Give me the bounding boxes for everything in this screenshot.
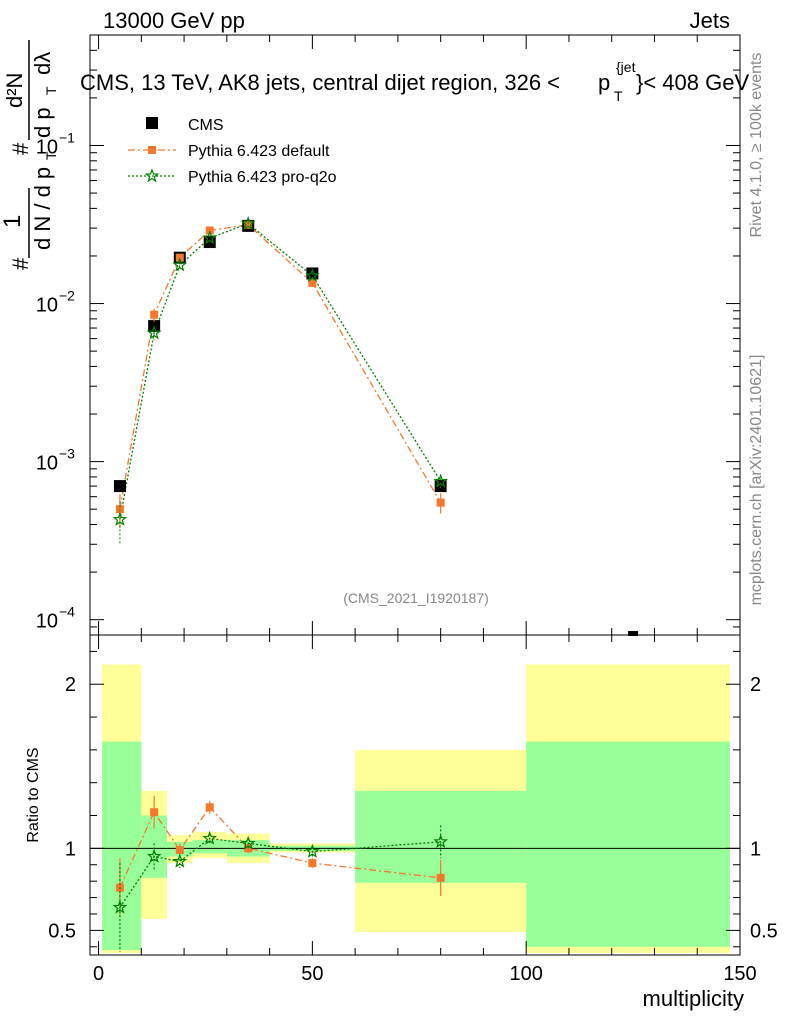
ratio-tick-label-right-0.5: 0.5 (750, 920, 778, 942)
x-tick-label-50: 50 (301, 963, 323, 985)
default-point-5 (308, 278, 317, 287)
band-inner-0 (102, 741, 142, 951)
default-point-0 (115, 505, 124, 514)
proq2o-point-4 (240, 215, 256, 231)
ratio-y-axis-label: Ratio to CMS (25, 747, 42, 842)
default-point-6 (436, 498, 445, 507)
legend-default-label: Pythia 6.423 default (188, 143, 330, 160)
default-line (119, 224, 442, 510)
ylabel-dl: dλ (30, 52, 55, 75)
legend-proq2o-label: Pythia 6.423 pro-q2o (188, 169, 337, 186)
x-tick-label-100: 100 (509, 963, 542, 985)
ratio-proq2o-point-2 (172, 853, 188, 868)
ratio-proq2o-point-0 (112, 899, 128, 914)
analysis-id: (CMS_2021_I1920187) (343, 590, 489, 606)
proq2o-point-6 (433, 473, 449, 488)
legend-default-marker (148, 146, 156, 154)
ratio-tick-label-left-1: 1 (65, 838, 76, 860)
y-tick-exp--3: −3 (59, 446, 75, 462)
proq2o-point-1 (146, 325, 162, 340)
y-tick-label--4: 10 (36, 611, 58, 633)
y-tick-exp--4: −4 (59, 604, 75, 620)
default-point-1 (150, 310, 159, 319)
title-p: p (598, 70, 610, 95)
y-tick-label--2: 10 (36, 295, 58, 317)
band-inner-3 (192, 840, 227, 854)
legend-cms-label: CMS (188, 117, 224, 134)
proq2o-point-3 (202, 230, 218, 245)
header-left: 13000 GeV pp (103, 8, 245, 33)
title-tail: }< 408 GeV (636, 70, 749, 95)
y-tick-label--1: 10 (36, 136, 58, 158)
ratio-default-point-6 (436, 873, 445, 882)
ylabel-hash2: # (8, 142, 33, 155)
ratio-default-point-3 (205, 803, 214, 812)
y-tick-label--3: 10 (36, 453, 58, 475)
ylabel-t1: T (43, 151, 59, 160)
ratio-plot-frame (89, 634, 741, 956)
ylabel-one: 1 (0, 215, 26, 228)
rivet-label: Rivet 4.1.0, ≥ 100k events (748, 53, 765, 238)
title-main: CMS, 13 TeV, AK8 jets, central dijet reg… (80, 70, 560, 95)
ratio-bands (90, 664, 740, 953)
ratio-tick-label-left-2: 2 (65, 674, 76, 696)
band-inner-7 (526, 741, 730, 947)
ratio-proq2o-point-4 (240, 835, 256, 850)
y-axis-label: # 1 d N / d p T # d²N d p T dλ (0, 40, 59, 270)
ratio-proq2o-point-5 (305, 843, 320, 858)
proq2o-line (119, 222, 442, 520)
ylabel-hash1: # (8, 257, 33, 270)
ratio-default-point-1 (150, 808, 159, 817)
chart-title: CMS, 13 TeV, AK8 jets, central dijet reg… (80, 59, 749, 104)
x-axis-label: multiplicity (643, 986, 744, 1011)
ratio-tick-label-right-2: 2 (750, 674, 761, 696)
ratio-default-point-2 (175, 845, 184, 854)
legend-cms-marker (146, 117, 158, 129)
ratio-tick-label-right-1: 1 (750, 838, 761, 860)
ylabel-t2: T (43, 86, 59, 95)
proq2o-point-2 (172, 257, 188, 272)
proq2o-point-5 (305, 267, 320, 283)
y-tick-exp--1: −1 (59, 129, 75, 145)
data-series (112, 215, 639, 636)
ratio-default-point-5 (308, 859, 317, 868)
legend: CMS Pythia 6.423 default Pythia 6.423 pr… (128, 117, 337, 186)
x-tick-label-150: 150 (723, 963, 756, 985)
ylabel-dn: d N / d p (30, 167, 55, 250)
header-right: Jets (690, 8, 730, 33)
cms-point-7 (628, 631, 639, 636)
cms-point-6 (434, 480, 447, 493)
ratio-tick-label-left-0.5: 0.5 (48, 920, 76, 942)
cms-point-0 (113, 480, 126, 493)
ratio-series (112, 795, 449, 952)
default-point-4 (244, 220, 253, 229)
ylabel-d2n: d²N (2, 73, 27, 108)
title-sup: {jet (616, 59, 636, 75)
y-tick-exp--2: −2 (59, 288, 75, 304)
ratio-proq2o-point-6 (433, 834, 449, 848)
legend-proq2o-marker (144, 168, 160, 183)
ratio-proq2o-point-1 (146, 848, 162, 863)
proq2o-point-0 (112, 511, 128, 526)
ylabel-dp: d p (30, 107, 55, 138)
ratio-proq2o-point-3 (202, 830, 217, 845)
title-sub: T (614, 88, 623, 104)
mcplots-label: mcplots.cern.ch [arXiv:2401.10621] (748, 355, 765, 606)
x-tick-label-0: 0 (93, 963, 104, 985)
